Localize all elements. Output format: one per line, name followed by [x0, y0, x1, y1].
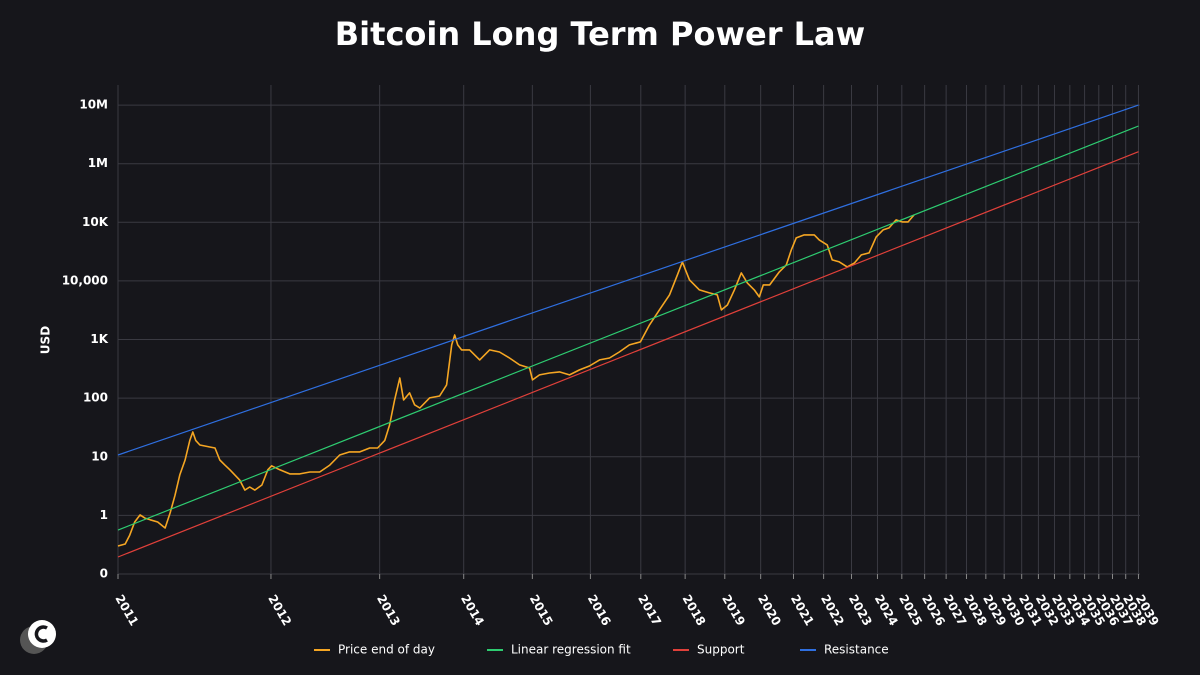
y-tick-label: 1K: [90, 332, 108, 346]
y-tick-label: 10: [91, 449, 108, 463]
logo-circle: [28, 620, 56, 648]
y-tick-label: 0: [100, 567, 108, 581]
logo: [20, 620, 56, 654]
legend-label: Price end of day: [338, 643, 435, 657]
y-tick-label: 10M: [79, 98, 108, 112]
logo-c: [34, 625, 48, 643]
legend-label: Linear regression fit: [511, 643, 631, 657]
y-axis-label: USD: [39, 326, 53, 354]
chart-title: Bitcoin Long Term Power Law: [335, 15, 865, 53]
legend-label: Support: [697, 643, 745, 657]
y-tick-label: 100: [83, 391, 108, 405]
series-line: [117, 104, 1139, 456]
y-tick-label: 1: [100, 508, 108, 522]
series-line: [117, 125, 1139, 531]
legend-label: Resistance: [824, 643, 889, 657]
y-tick-label: 10K: [82, 215, 109, 229]
series-line: [117, 151, 1139, 558]
y-tick-label: 10,000: [62, 273, 108, 287]
y-tick-label: 1M: [88, 156, 108, 170]
